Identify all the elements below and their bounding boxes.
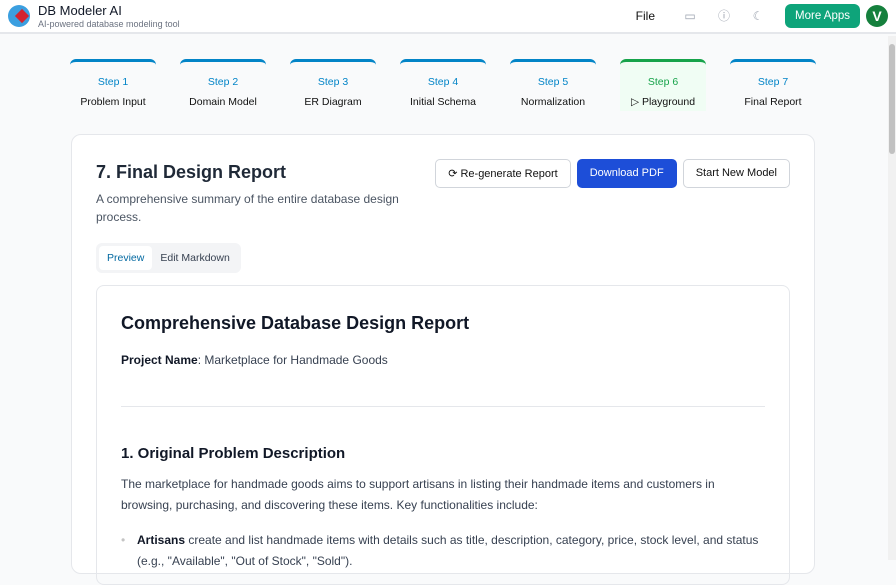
report-preview: Comprehensive Database Design Report Pro… [96,285,790,585]
file-menu[interactable]: File [635,9,656,23]
bullet-bold: Artisans [137,533,186,547]
step-5[interactable]: Step 5 Normalization [510,59,596,111]
step-label: Final Report [744,96,802,108]
section-heading: 1. Original Problem Description [121,445,346,462]
print-icon[interactable]: ▭ [684,9,696,23]
step-label: Normalization [520,96,586,108]
project-label: Project Name [121,353,198,367]
step-number: Step 4 [427,76,459,88]
step-6[interactable]: Step 6 ▷ Playground [620,59,706,111]
play-icon: ▷ [630,96,642,108]
section-paragraph: The marketplace for handmade goods aims … [121,477,715,512]
more-apps-button[interactable]: More Apps [785,4,860,28]
step-2[interactable]: Step 2 Domain Model [180,59,266,111]
step-1[interactable]: Step 1 Problem Input [70,59,156,111]
view-tabs: Preview Edit Markdown [96,243,241,273]
help-icon[interactable]: ⓘ [718,9,731,23]
list-item: Artisans create and list handmade items … [121,530,767,572]
step-label-wrap: ▷ Playground [620,96,706,108]
step-label: Problem Input [80,96,146,108]
step-label: Playground [641,96,696,108]
project-value: : Marketplace for Handmade Goods [197,353,388,367]
report-heading: Comprehensive Database Design Report [121,313,470,333]
button-label: Re-generate Report [460,168,558,180]
bullet-text: create and list handmade items with deta… [137,533,759,568]
page-title: 7. Final Design Report [96,162,287,182]
step-number: Step 7 [757,76,789,88]
report-card: 7. Final Design Report A comprehensive s… [71,134,815,585]
step-number: Step 5 [537,76,569,88]
step-7[interactable]: Step 7 Final Report [730,59,816,111]
divider [121,406,765,407]
step-label: Domain Model [189,96,257,108]
avatar[interactable]: V [866,5,888,27]
theme-icon[interactable]: ☾ [752,9,764,23]
top-bar: DB Modeler AI AI-powered database modeli… [0,0,896,34]
step-number: Step 2 [207,76,239,88]
step-number: Step 6 [647,76,679,88]
project-name: Project Name: Marketplace for Handmade G… [121,353,388,367]
stepper: Step 1 Problem Input Step 2 Domain Model S… [70,59,816,111]
app-logo-icon [8,5,30,27]
step-label: ER Diagram [304,96,362,108]
refresh-icon: ⟳ [448,168,461,180]
regenerate-report-button[interactable]: ⟳ Re-generate Report [435,159,571,188]
step-number: Step 1 [97,76,129,88]
step-number: Step 3 [317,76,349,88]
app-title: DB Modeler AI [38,3,122,18]
step-label: Initial Schema [410,96,476,108]
page-subtitle: A comprehensive summary of the entire da… [96,192,399,224]
step-3[interactable]: Step 3 ER Diagram [290,59,376,111]
scrollbar[interactable] [888,36,896,560]
download-pdf-button[interactable]: Download PDF [576,159,677,188]
app-subtitle: AI-powered database modeling tool [38,19,180,29]
step-4[interactable]: Step 4 Initial Schema [400,59,486,111]
tab-preview[interactable]: Preview [99,246,153,270]
tab-edit-markdown[interactable]: Edit Markdown [160,252,230,264]
start-new-model-button[interactable]: Start New Model [682,159,790,188]
